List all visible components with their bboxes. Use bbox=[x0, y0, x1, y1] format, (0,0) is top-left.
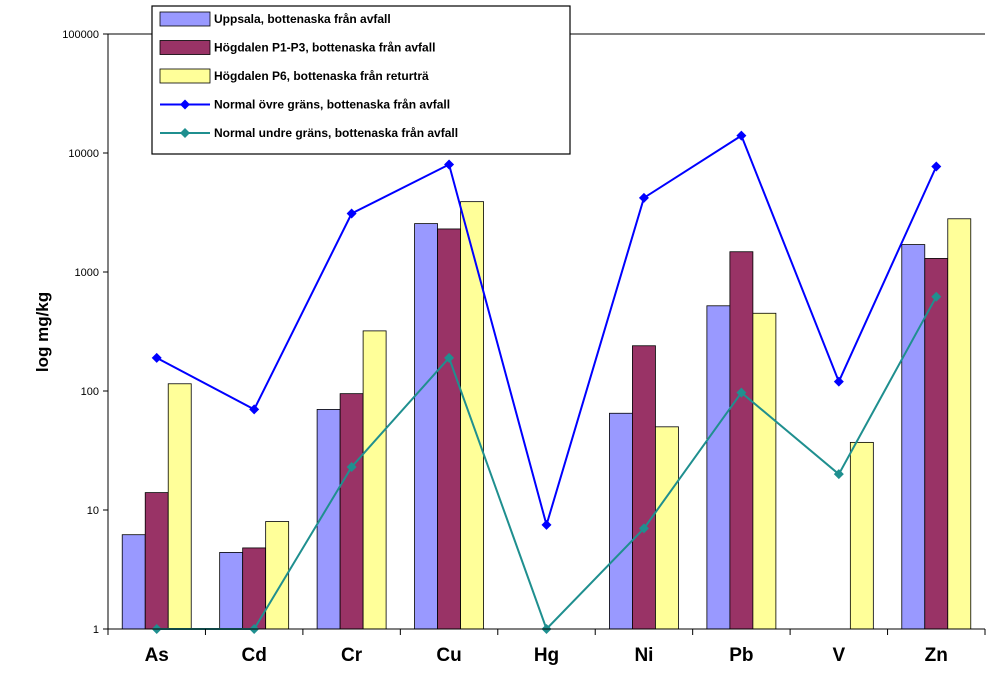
legend-label: Normal övre gräns, bottenaska från avfal… bbox=[214, 98, 450, 112]
point-marker bbox=[249, 404, 260, 415]
point-marker bbox=[444, 159, 455, 170]
legend-swatch bbox=[159, 40, 211, 55]
bar bbox=[362, 330, 387, 630]
legend-marker bbox=[180, 99, 190, 110]
point-marker bbox=[833, 376, 844, 387]
bar bbox=[849, 441, 874, 630]
legend-swatch bbox=[159, 11, 211, 27]
bar bbox=[655, 426, 679, 630]
bar-layer bbox=[121, 201, 972, 630]
legend: Uppsala, bottenaska från avfall Högdalen … bbox=[151, 5, 571, 155]
y-axis-title: log mg/kg bbox=[33, 292, 52, 372]
x-tick-label: As bbox=[145, 645, 169, 666]
point-marker bbox=[736, 130, 747, 141]
bar bbox=[924, 258, 949, 630]
bar bbox=[265, 521, 290, 630]
point-marker bbox=[151, 352, 162, 363]
x-tick-label: Hg bbox=[534, 645, 559, 666]
x-tick-label: Cu bbox=[436, 645, 461, 666]
bar bbox=[219, 552, 244, 630]
bar bbox=[752, 312, 777, 630]
x-tick-label: Ni bbox=[634, 645, 653, 666]
bar bbox=[947, 218, 972, 630]
y-tick-label: 100000 bbox=[62, 29, 99, 41]
bar bbox=[609, 412, 633, 630]
y-tick-label: 1000 bbox=[75, 267, 99, 279]
bar bbox=[901, 244, 926, 630]
point-marker bbox=[638, 192, 649, 203]
point-marker bbox=[541, 519, 552, 530]
y-tick-label: 10000 bbox=[68, 148, 99, 160]
point-marker bbox=[931, 291, 942, 302]
bar bbox=[729, 251, 754, 630]
bar bbox=[167, 383, 192, 630]
point-marker bbox=[444, 352, 455, 363]
point-marker bbox=[833, 469, 844, 480]
x-tick-label: V bbox=[832, 645, 845, 666]
legend-box bbox=[151, 5, 571, 155]
bar bbox=[144, 492, 169, 630]
point-marker bbox=[736, 387, 747, 398]
y-tick-label: 100 bbox=[81, 386, 99, 398]
x-category-labels: As Cd Cr Cu Hg Ni Pb V Zn bbox=[107, 629, 986, 666]
x-tick-label: Pb bbox=[729, 645, 753, 666]
y-ticks: 1 10 100 1000 10000 100000 bbox=[62, 29, 108, 636]
x-tick-label: Zn bbox=[925, 645, 948, 666]
legend-label: Uppsala, bottenaska från avfall bbox=[214, 12, 391, 26]
bar bbox=[632, 345, 656, 630]
legend-marker bbox=[180, 128, 190, 138]
legend-label: Högdalen P6, bottenaska från returträ bbox=[214, 69, 429, 83]
x-tick-label: Cd bbox=[242, 645, 267, 666]
bar bbox=[437, 228, 461, 630]
bar bbox=[460, 201, 484, 630]
bar bbox=[706, 305, 731, 630]
point-marker bbox=[346, 461, 357, 472]
bar bbox=[414, 223, 438, 630]
x-tick-label: Cr bbox=[341, 645, 363, 666]
point-marker bbox=[346, 208, 357, 219]
legend-label: Normal undre gräns, bottenaska från avfa… bbox=[214, 126, 458, 140]
y-tick-label: 10 bbox=[87, 505, 99, 517]
bar bbox=[339, 393, 364, 630]
legend-label: Högdalen P1-P3, bottenaska från avfall bbox=[214, 41, 435, 55]
line-layer bbox=[151, 130, 942, 634]
legend-swatch bbox=[159, 68, 211, 84]
point-marker bbox=[931, 161, 942, 172]
y-tick-label: 1 bbox=[93, 624, 99, 636]
point-marker bbox=[638, 523, 649, 534]
series-line bbox=[156, 134, 938, 529]
bar bbox=[121, 534, 146, 630]
